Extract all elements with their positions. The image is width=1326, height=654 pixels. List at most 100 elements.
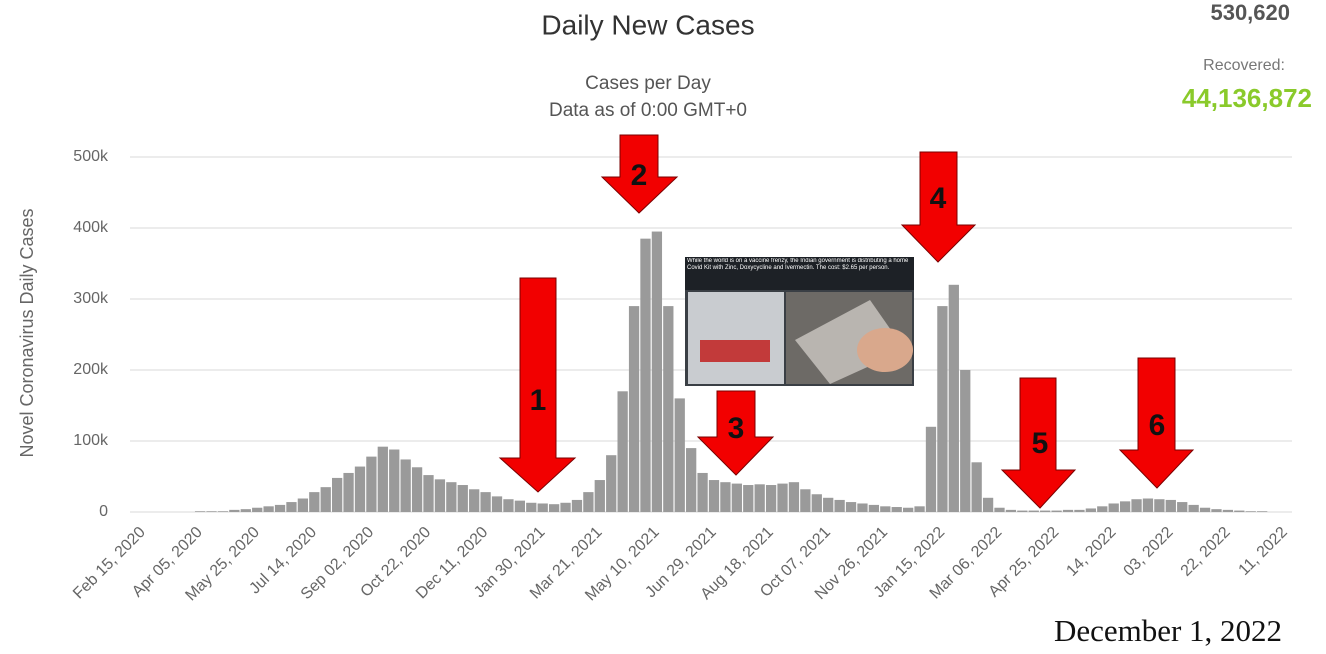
- y-tick-label: 200k: [73, 361, 109, 378]
- annotation-arrows: 1 2 3 4 5 6: [498, 134, 1195, 509]
- bar: [411, 467, 423, 512]
- bar: [628, 306, 640, 512]
- annotation-label: 2: [631, 159, 648, 192]
- bar: [286, 502, 297, 512]
- bar: [354, 466, 366, 512]
- bar: [765, 485, 777, 512]
- bar: [423, 475, 434, 512]
- bar: [457, 485, 468, 512]
- bar: [1199, 507, 1211, 512]
- annotation-label: 3: [728, 412, 745, 445]
- bar: [1211, 509, 1222, 512]
- annotation-label: 6: [1149, 409, 1166, 442]
- bar: [206, 511, 217, 512]
- bar: [982, 497, 994, 512]
- bar: [617, 391, 628, 512]
- bar: [1119, 501, 1131, 512]
- bar: [743, 485, 754, 512]
- bar: [1245, 511, 1256, 512]
- y-axis-label: Novel Coronavirus Daily Cases: [17, 208, 37, 457]
- bar: [834, 499, 845, 512]
- inset-image: While the world is on a vaccine frenzy, …: [685, 257, 914, 386]
- bar: [469, 489, 480, 512]
- bar: [1108, 503, 1119, 512]
- bar: [731, 483, 742, 512]
- bar: [1222, 509, 1234, 512]
- recovered-count: 44,136,872: [1182, 83, 1312, 113]
- bar: [240, 509, 251, 512]
- y-tick-label: 400k: [73, 219, 109, 236]
- bar: [880, 506, 891, 512]
- bar: [891, 507, 902, 512]
- bar: [777, 483, 788, 512]
- bar: [446, 482, 457, 512]
- bar: [400, 459, 411, 512]
- bar: [651, 231, 663, 513]
- bar: [857, 503, 868, 512]
- bar: [1005, 509, 1017, 512]
- bar: [343, 472, 354, 512]
- annotation-label: 4: [930, 182, 947, 215]
- bar: [800, 489, 811, 512]
- bar: [1234, 510, 1245, 512]
- chart-subtitle: Cases per Day: [585, 73, 711, 94]
- bar: [1051, 510, 1062, 512]
- bar: [548, 504, 560, 512]
- x-tick-label: 03, 2022: [1121, 524, 1177, 580]
- bar: [526, 502, 537, 512]
- bar: [1154, 499, 1165, 512]
- bar: [514, 500, 525, 512]
- bar: [1257, 511, 1268, 512]
- bar: [503, 499, 514, 512]
- inset-caption: While the world is on a vaccine frenzy, …: [687, 258, 909, 271]
- bar: [674, 398, 685, 512]
- bar: [594, 480, 605, 512]
- date-stamp: December 1, 2022: [1054, 613, 1282, 648]
- recovered-label: Recovered:: [1203, 57, 1285, 74]
- bar: [971, 462, 982, 512]
- bar: [845, 502, 857, 512]
- bar: [320, 487, 331, 512]
- bar: [194, 511, 206, 512]
- date-stamp-bg: [1015, 610, 1315, 654]
- bar: [252, 507, 263, 512]
- bar: [583, 492, 594, 512]
- bar: [994, 507, 1005, 512]
- bar: [571, 499, 583, 512]
- bar: [217, 511, 229, 512]
- bar: [914, 506, 925, 512]
- bar: [1040, 510, 1051, 512]
- bar: [811, 494, 822, 512]
- y-tick-label: 100k: [73, 432, 109, 449]
- bar: [1131, 499, 1142, 512]
- bar: [480, 492, 491, 512]
- chart-title: Daily New Cases: [541, 9, 754, 40]
- bar: [332, 477, 343, 512]
- bar: [366, 456, 377, 512]
- bar: [274, 504, 286, 512]
- bar: [640, 238, 651, 512]
- bar: [720, 482, 731, 512]
- bars: [194, 231, 1268, 513]
- bar: [903, 507, 914, 512]
- bar: [297, 498, 309, 512]
- bar: [937, 306, 948, 512]
- bar: [560, 502, 571, 512]
- bar: [686, 448, 697, 512]
- bar: [1142, 498, 1154, 512]
- bar: [1074, 509, 1085, 512]
- x-tick-label: 11, 2022: [1236, 524, 1291, 579]
- bar: [229, 509, 240, 512]
- bar: [948, 284, 959, 512]
- chart-subtitle: Data as of 0:00 GMT+0: [549, 100, 747, 121]
- y-tick-label: 0: [99, 503, 108, 520]
- bar: [606, 455, 617, 512]
- inset-caption-text: While the world is on a vaccine frenzy, …: [687, 258, 909, 271]
- y-tick-label: 300k: [73, 290, 109, 307]
- bar: [1177, 502, 1188, 512]
- bar: [1097, 506, 1108, 512]
- bar: [1165, 499, 1176, 512]
